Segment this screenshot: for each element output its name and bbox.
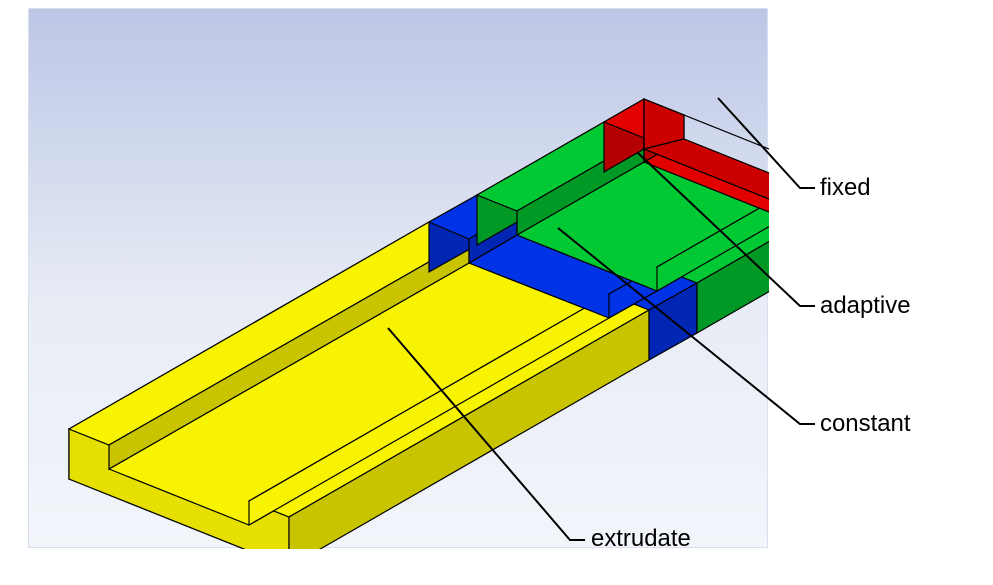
label-fixed: fixed [820, 174, 871, 202]
label-adaptive: adaptive [820, 292, 911, 320]
label-extrudate: extrudate [591, 525, 691, 553]
label-constant: constant [820, 410, 911, 438]
model-svg [29, 9, 769, 549]
render-viewport [28, 8, 768, 548]
